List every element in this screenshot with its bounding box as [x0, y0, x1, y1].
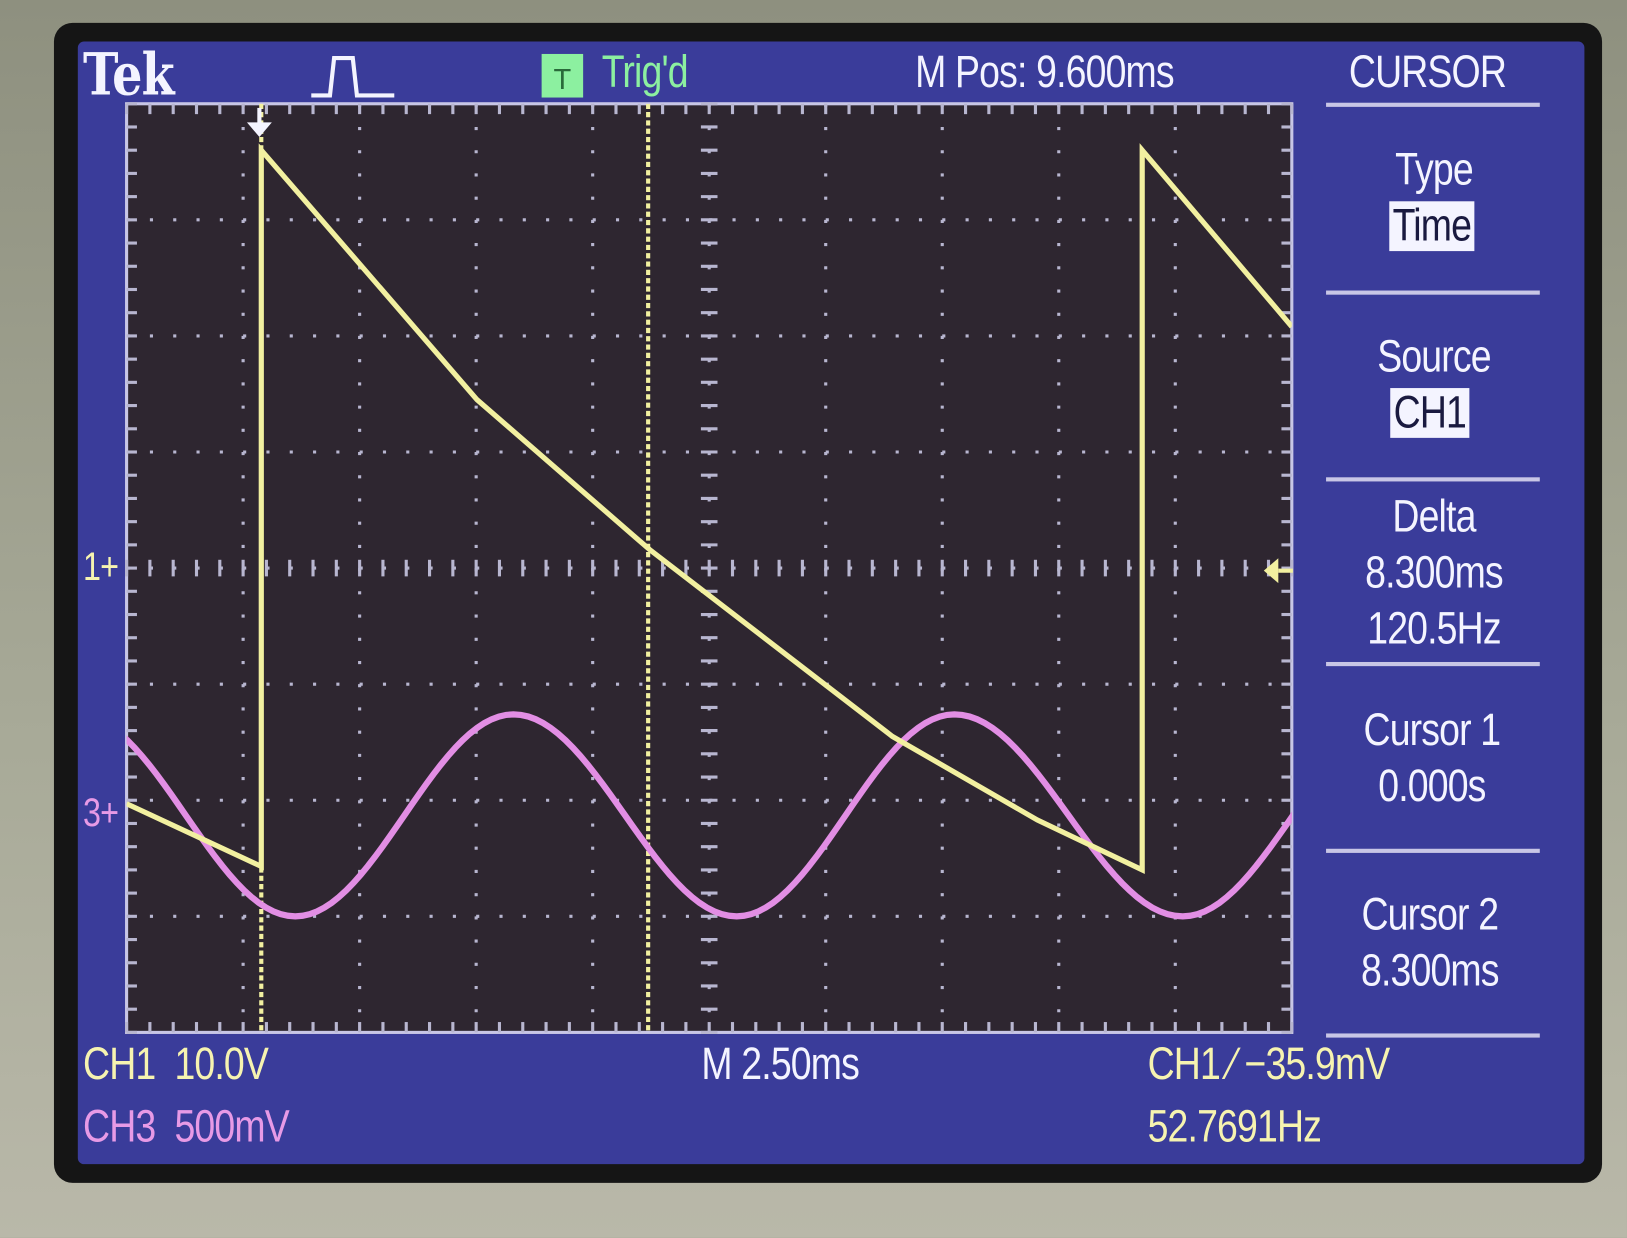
ch3-ground-marker: 3+	[83, 791, 119, 836]
timebase: M 2.50ms	[701, 1038, 859, 1090]
ch3-scale: CH3 500mV	[83, 1100, 290, 1152]
menu-divider	[1326, 661, 1540, 667]
cursor2-value: 8.300ms	[1360, 945, 1499, 997]
trigger-status: Trig'd	[601, 46, 689, 98]
cursor2-label[interactable]: Cursor 2	[1361, 889, 1499, 941]
frequency-readout: 52.7691Hz	[1147, 1100, 1322, 1152]
menu-divider	[1326, 102, 1540, 107]
menu-divider	[1326, 477, 1540, 482]
type-value[interactable]: Time	[1389, 201, 1475, 252]
trigger-position-stem	[257, 107, 262, 125]
trigger-level-bar	[1278, 568, 1293, 573]
ch3-trace	[126, 711, 1292, 920]
delta-label: Delta	[1392, 490, 1476, 542]
menu-divider	[1326, 848, 1540, 853]
ch1-trace	[126, 143, 1292, 875]
menu-divider	[1326, 1033, 1540, 1038]
main-position: M Pos: 9.600ms	[915, 46, 1174, 98]
source-label[interactable]: Source	[1377, 330, 1491, 382]
trigger-readout: CH1 ∕ −35.9mV	[1147, 1038, 1391, 1090]
menu-title: CURSOR	[1348, 46, 1507, 98]
cursor1-value: 0.000s	[1378, 760, 1486, 812]
type-label[interactable]: Type	[1395, 144, 1474, 196]
brand-logo: Tek	[83, 40, 175, 109]
delta-frequency: 120.5Hz	[1367, 602, 1501, 654]
ch1-scale: CH1 10.0V	[83, 1038, 269, 1090]
delta-time: 8.300ms	[1365, 546, 1503, 598]
source-value[interactable]: CH1	[1390, 388, 1470, 438]
cursor1-label[interactable]: Cursor 1	[1363, 704, 1502, 756]
graticule	[125, 102, 1294, 1034]
ch1-ground-marker: 1+	[83, 545, 119, 590]
trigger-level-icon	[1263, 558, 1279, 584]
menu-divider	[1326, 290, 1540, 295]
trigger-position-icon	[246, 122, 272, 137]
